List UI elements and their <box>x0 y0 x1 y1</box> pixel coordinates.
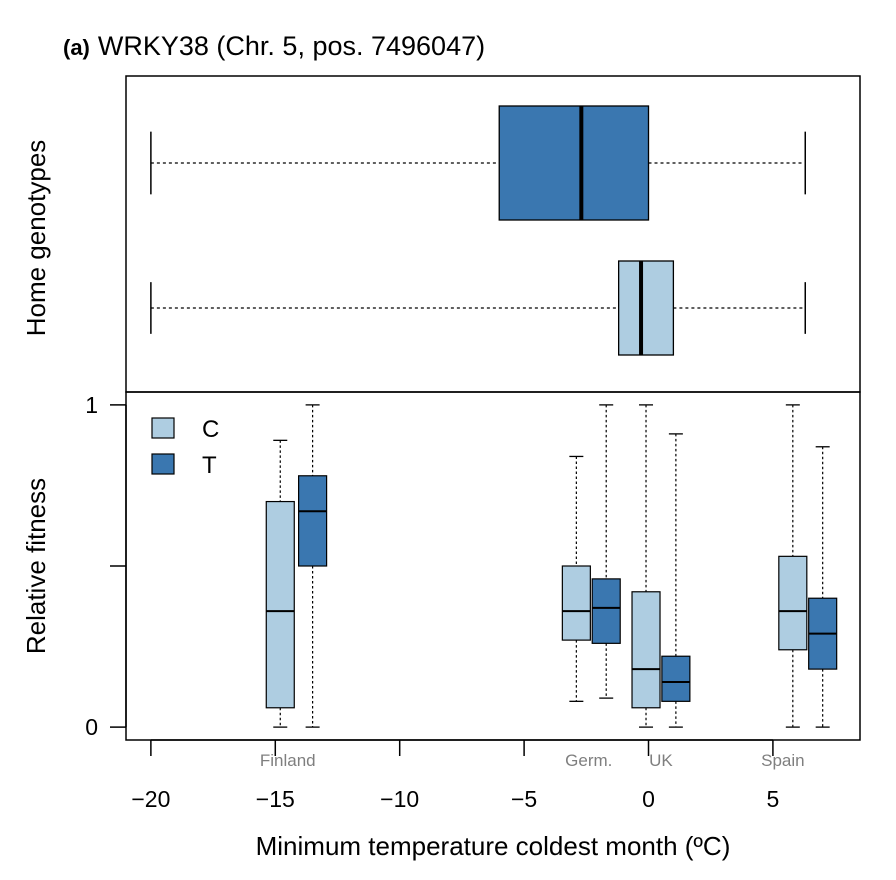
fitness-box-Germ.-T <box>591 404 621 699</box>
top-panel-frame <box>125 75 861 393</box>
legend-label-C: C <box>202 416 219 443</box>
home-box-C <box>150 260 807 356</box>
x-axis-label: Minimum temperature coldest month (ºC) <box>256 831 731 861</box>
site-label: Spain <box>761 751 804 770</box>
title-text: WRKY38 (Chr. 5, pos. 7496047) <box>98 31 485 61</box>
fitness-box-UK-T <box>661 433 691 728</box>
legend-label-T: T <box>202 452 217 479</box>
x-tick-label: −15 <box>256 786 295 812</box>
iqr-box <box>591 578 621 644</box>
top-panel-ylabel: Home genotypes <box>21 140 51 337</box>
y-axis: 01 <box>85 392 127 740</box>
iqr-box <box>561 565 591 641</box>
bottom-panel-frame <box>125 391 861 741</box>
fitness-box-Spain-C <box>778 404 808 728</box>
fitness-box-Spain-T <box>808 446 838 728</box>
iqr-box <box>265 500 295 709</box>
bottom-panel-ylabel: Relative fitness <box>21 478 51 654</box>
fitness-box-Finland-T <box>298 404 328 728</box>
legend: CT <box>151 416 219 479</box>
x-tick-label: −5 <box>511 786 537 812</box>
legend-swatch-C <box>151 417 175 439</box>
fitness-box-Germ.-C <box>561 455 591 702</box>
y-tick-label: 1 <box>85 392 98 418</box>
site-labels: Finland Germ. UK Spain <box>260 751 805 770</box>
home-box-T <box>150 105 807 221</box>
panel-tag: (a) <box>63 35 90 60</box>
site-label: Finland <box>260 751 316 770</box>
iqr-box <box>661 655 691 702</box>
iqr-box <box>618 260 675 356</box>
iqr-box <box>778 555 808 651</box>
iqr-box <box>298 475 328 567</box>
legend-swatch-T <box>151 453 175 475</box>
bottom-panel-boxes <box>265 404 838 728</box>
x-tick-label: 5 <box>767 786 780 812</box>
iqr-box <box>498 105 650 221</box>
fitness-box-Finland-C <box>265 439 295 728</box>
fitness-box-UK-C <box>631 404 661 728</box>
site-label: UK <box>649 751 673 770</box>
iqr-box <box>631 591 661 709</box>
x-tick-label: 0 <box>642 786 655 812</box>
x-tick-label: −20 <box>131 786 170 812</box>
top-panel-boxes <box>150 105 807 356</box>
y-tick-label: 0 <box>85 714 98 740</box>
chart-title: (a) WRKY38 (Chr. 5, pos. 7496047) <box>63 31 485 61</box>
x-tick-label: −10 <box>380 786 419 812</box>
x-axis: −20 −15 −10 −5 0 5 <box>131 739 780 812</box>
site-label: Germ. <box>565 751 612 770</box>
